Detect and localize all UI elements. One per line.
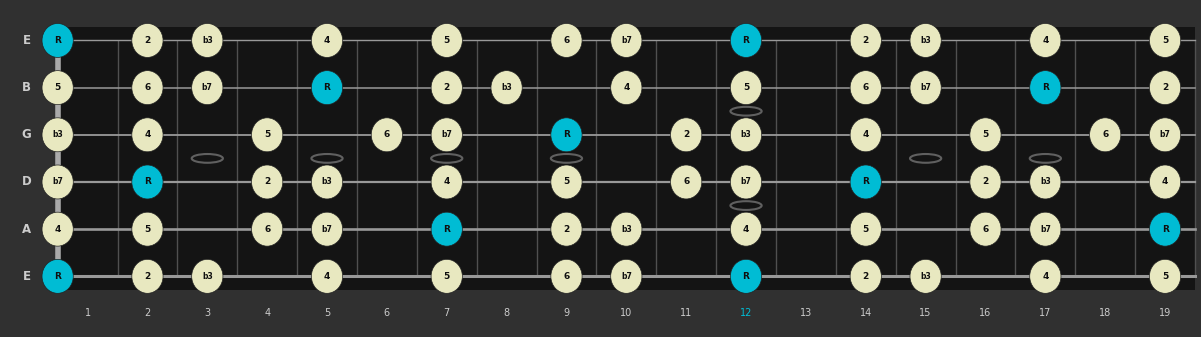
Text: 4: 4 (623, 83, 629, 92)
Ellipse shape (371, 118, 402, 152)
Text: 6: 6 (563, 272, 569, 281)
Ellipse shape (1089, 118, 1121, 152)
Text: 13: 13 (800, 308, 812, 318)
Ellipse shape (970, 118, 1002, 152)
Text: R: R (742, 272, 749, 281)
Text: 2: 2 (862, 272, 868, 281)
Text: 6: 6 (683, 178, 689, 186)
Ellipse shape (251, 165, 282, 199)
Ellipse shape (910, 259, 942, 293)
Ellipse shape (192, 259, 223, 293)
Text: 7: 7 (443, 308, 450, 318)
Text: b7: b7 (322, 225, 333, 234)
Text: 2: 2 (683, 130, 689, 139)
Text: 4: 4 (1042, 272, 1048, 281)
Ellipse shape (970, 165, 1002, 199)
Text: 4: 4 (443, 178, 450, 186)
Text: b3: b3 (501, 83, 512, 92)
Ellipse shape (42, 118, 73, 152)
Text: 6: 6 (144, 83, 150, 92)
Ellipse shape (1149, 71, 1181, 104)
Ellipse shape (730, 259, 761, 293)
Text: 5: 5 (982, 130, 988, 139)
Text: 9: 9 (563, 308, 569, 318)
Text: 4: 4 (264, 308, 270, 318)
Ellipse shape (850, 212, 882, 246)
Text: R: R (54, 36, 61, 45)
Text: 6: 6 (264, 225, 270, 234)
Text: E: E (23, 270, 30, 283)
Text: 14: 14 (860, 308, 872, 318)
Text: b7: b7 (621, 36, 632, 45)
Text: 6: 6 (563, 36, 569, 45)
Ellipse shape (1029, 259, 1060, 293)
Ellipse shape (251, 212, 282, 246)
Ellipse shape (1029, 71, 1060, 104)
Ellipse shape (730, 24, 761, 57)
Text: 5: 5 (443, 36, 450, 45)
Text: 2: 2 (563, 225, 569, 234)
Ellipse shape (551, 24, 582, 57)
Ellipse shape (850, 165, 882, 199)
Ellipse shape (132, 212, 163, 246)
Text: 3: 3 (204, 308, 210, 318)
Ellipse shape (1149, 165, 1181, 199)
Text: B: B (22, 81, 31, 94)
Ellipse shape (1029, 165, 1060, 199)
Ellipse shape (551, 165, 582, 199)
Ellipse shape (132, 259, 163, 293)
Text: b3: b3 (920, 272, 931, 281)
Text: b7: b7 (52, 178, 64, 186)
Ellipse shape (431, 212, 462, 246)
Text: 4: 4 (1161, 178, 1169, 186)
Ellipse shape (192, 24, 223, 57)
Ellipse shape (910, 71, 942, 104)
Text: 4: 4 (324, 272, 330, 281)
Text: R: R (323, 83, 330, 92)
Ellipse shape (192, 71, 223, 104)
Text: E: E (23, 34, 30, 47)
Ellipse shape (610, 259, 643, 293)
Ellipse shape (910, 24, 942, 57)
Text: 4: 4 (324, 36, 330, 45)
Text: 5: 5 (54, 83, 61, 92)
Text: b3: b3 (202, 272, 213, 281)
Text: 5: 5 (1161, 272, 1169, 281)
Ellipse shape (42, 259, 73, 293)
Text: b7: b7 (741, 178, 752, 186)
Text: 6: 6 (982, 225, 988, 234)
Text: b3: b3 (621, 225, 632, 234)
Text: R: R (144, 178, 151, 186)
Ellipse shape (970, 212, 1002, 246)
Ellipse shape (551, 118, 582, 152)
Text: 2: 2 (264, 178, 270, 186)
Text: 15: 15 (920, 308, 932, 318)
Text: b7: b7 (202, 83, 213, 92)
Text: b3: b3 (920, 36, 931, 45)
Text: 4: 4 (1042, 36, 1048, 45)
Text: 16: 16 (979, 308, 992, 318)
Ellipse shape (730, 118, 761, 152)
Ellipse shape (730, 212, 761, 246)
Ellipse shape (850, 259, 882, 293)
Text: R: R (1161, 225, 1169, 234)
Ellipse shape (431, 259, 462, 293)
Text: 5: 5 (743, 83, 749, 92)
Text: 2: 2 (144, 308, 150, 318)
Text: 10: 10 (620, 308, 633, 318)
Text: b3: b3 (202, 36, 213, 45)
Text: 2: 2 (144, 272, 150, 281)
Text: b3: b3 (1040, 178, 1051, 186)
Text: 5: 5 (144, 225, 150, 234)
Text: 11: 11 (680, 308, 692, 318)
Ellipse shape (1029, 212, 1060, 246)
Ellipse shape (311, 24, 342, 57)
Ellipse shape (850, 71, 882, 104)
Text: R: R (443, 225, 450, 234)
Ellipse shape (431, 118, 462, 152)
Ellipse shape (1149, 259, 1181, 293)
Ellipse shape (1149, 118, 1181, 152)
Text: 2: 2 (982, 178, 988, 186)
Text: R: R (54, 272, 61, 281)
